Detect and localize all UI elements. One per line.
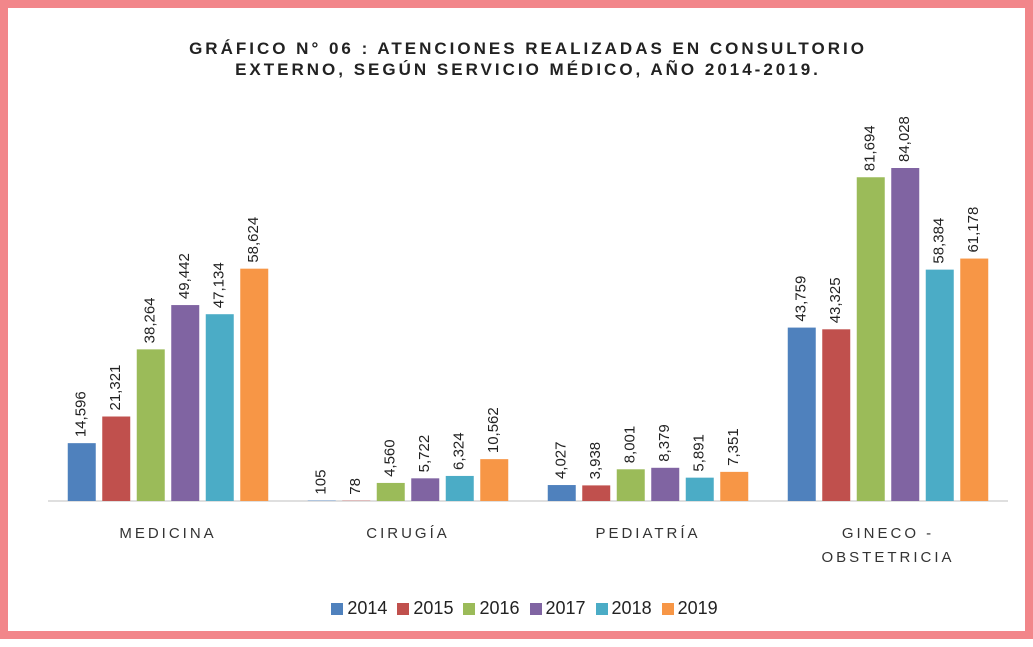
x-tick-label: CIRUGÍA bbox=[323, 522, 493, 546]
data-label: 58,384 bbox=[931, 218, 948, 264]
bar bbox=[411, 478, 439, 501]
legend-swatch bbox=[596, 603, 608, 615]
bar bbox=[548, 485, 576, 501]
bar bbox=[651, 468, 679, 501]
bar bbox=[102, 417, 130, 501]
bar bbox=[788, 328, 816, 501]
x-tick-label: MEDICINA bbox=[83, 522, 253, 546]
legend-swatch bbox=[463, 603, 475, 615]
data-label: 5,722 bbox=[416, 435, 433, 473]
bar bbox=[137, 349, 165, 501]
legend-label: 2017 bbox=[546, 598, 586, 619]
data-label: 43,759 bbox=[793, 276, 810, 322]
data-label: 8,001 bbox=[622, 426, 639, 464]
legend-item: 2018 bbox=[596, 598, 652, 619]
data-label: 78 bbox=[347, 478, 364, 495]
bar bbox=[240, 269, 268, 501]
data-label: 49,442 bbox=[176, 253, 193, 299]
bar bbox=[582, 485, 610, 501]
data-label: 6,324 bbox=[451, 432, 468, 470]
legend-item: 2017 bbox=[530, 598, 586, 619]
bar bbox=[446, 476, 474, 501]
bar bbox=[720, 472, 748, 501]
legend: 2014 2015 2016 2017 2018 2019 bbox=[8, 598, 1033, 619]
data-label: 81,694 bbox=[862, 125, 879, 171]
legend-swatch bbox=[397, 603, 409, 615]
bar bbox=[68, 443, 96, 501]
data-label: 84,028 bbox=[896, 116, 913, 162]
data-label: 38,264 bbox=[142, 297, 159, 343]
bar bbox=[926, 270, 954, 501]
bar bbox=[686, 478, 714, 501]
legend-item: 2019 bbox=[662, 598, 718, 619]
bar bbox=[960, 259, 988, 501]
data-label: 7,351 bbox=[725, 428, 742, 466]
legend-swatch bbox=[662, 603, 674, 615]
bar bbox=[822, 329, 850, 501]
legend-label: 2014 bbox=[347, 598, 387, 619]
data-label: 43,325 bbox=[827, 277, 844, 323]
bar bbox=[480, 459, 508, 501]
legend-swatch bbox=[530, 603, 542, 615]
x-tick-label: PEDIATRÍA bbox=[563, 522, 733, 546]
data-label: 3,938 bbox=[587, 442, 604, 480]
data-label: 47,134 bbox=[211, 262, 228, 308]
bar bbox=[617, 469, 645, 501]
legend-item: 2014 bbox=[331, 598, 387, 619]
bar bbox=[891, 168, 919, 501]
data-label: 8,379 bbox=[656, 424, 673, 462]
data-label: 61,178 bbox=[965, 207, 982, 253]
legend-label: 2018 bbox=[612, 598, 652, 619]
data-label: 58,624 bbox=[245, 217, 262, 263]
legend-item: 2015 bbox=[397, 598, 453, 619]
data-label: 10,562 bbox=[485, 407, 502, 453]
bar bbox=[171, 305, 199, 501]
legend-label: 2016 bbox=[479, 598, 519, 619]
legend-item: 2016 bbox=[463, 598, 519, 619]
data-label: 4,027 bbox=[553, 441, 570, 479]
data-label: 105 bbox=[313, 470, 330, 495]
data-label: 14,596 bbox=[73, 391, 90, 437]
data-label: 5,891 bbox=[691, 434, 708, 472]
legend-swatch bbox=[331, 603, 343, 615]
bar bbox=[857, 177, 885, 501]
legend-label: 2015 bbox=[413, 598, 453, 619]
x-tick-label: GINECO - OBSTETRICIA bbox=[803, 522, 973, 570]
data-label: 4,560 bbox=[382, 439, 399, 477]
data-label: 21,321 bbox=[107, 365, 124, 411]
bar bbox=[377, 483, 405, 501]
legend-label: 2019 bbox=[678, 598, 718, 619]
bar bbox=[206, 314, 234, 501]
